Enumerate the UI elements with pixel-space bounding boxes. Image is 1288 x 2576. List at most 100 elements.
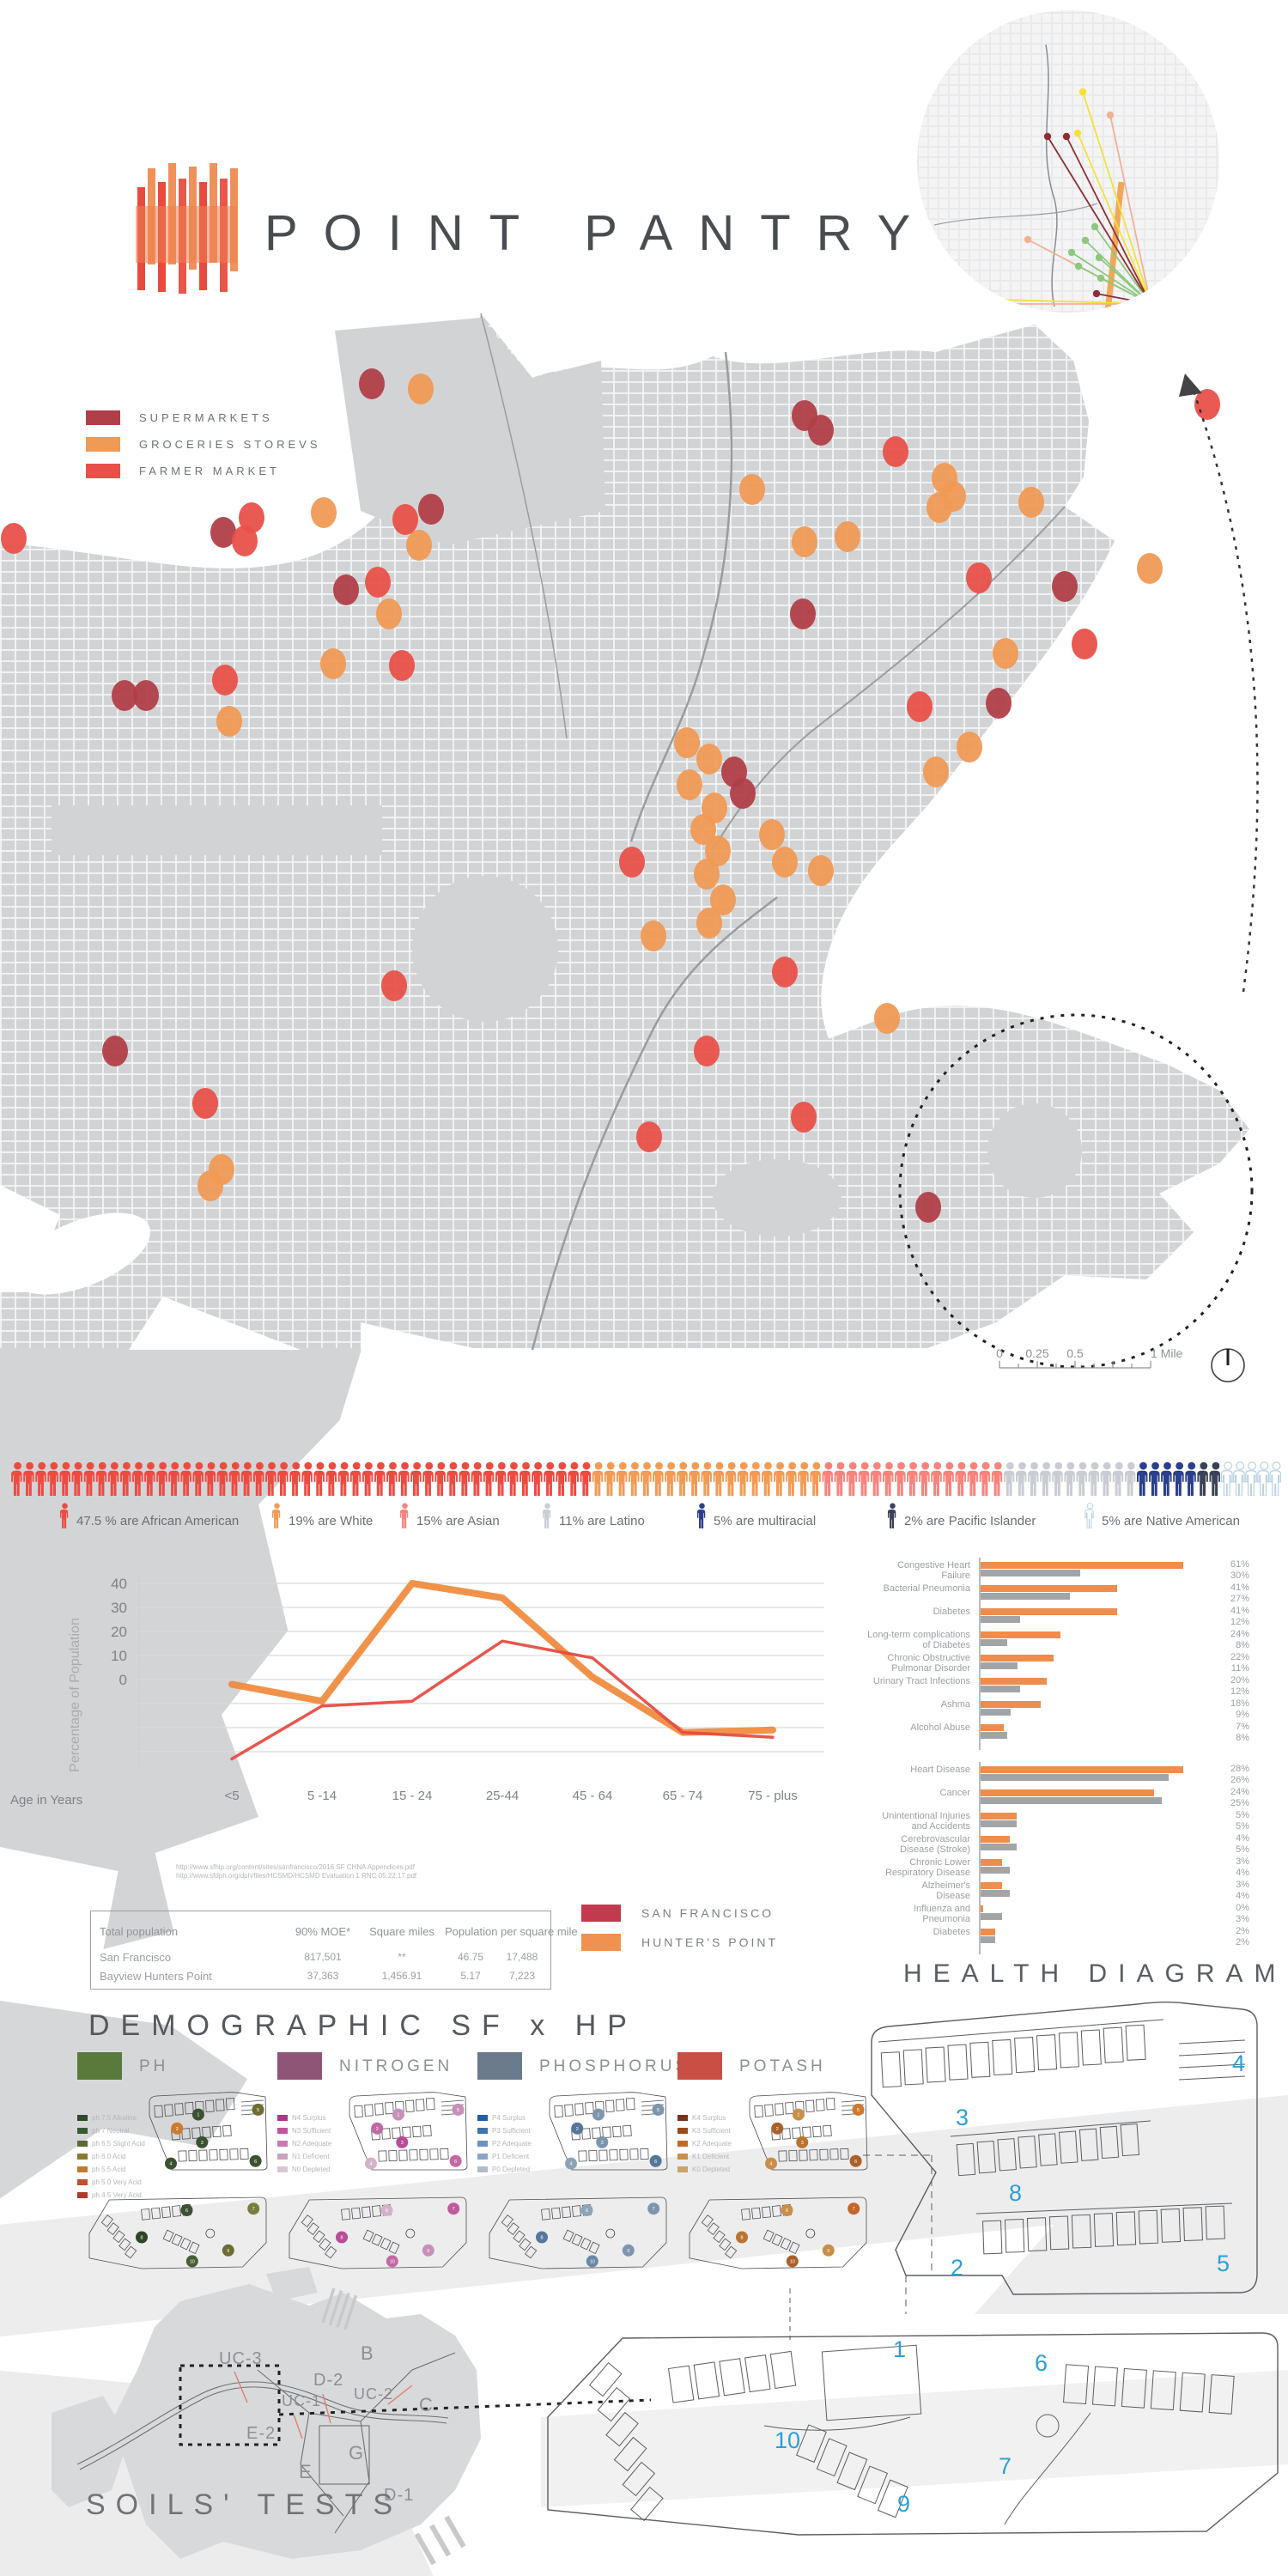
svg-text:9: 9 (827, 2249, 829, 2254)
soil-legend-item: P2 Adequate (477, 2140, 532, 2148)
health-pct-sf: 3% (1236, 1914, 1249, 1924)
person-icon (1003, 1461, 1015, 1496)
zone-label: E (299, 2461, 313, 2482)
person-icon (810, 1461, 821, 1496)
svg-text:65 - 74: 65 - 74 (663, 1789, 703, 1803)
soil-legend-item: P1 Deficient (477, 2153, 532, 2160)
health-pct-hp: 5% (1236, 1810, 1249, 1820)
soil-legend-item: N4 Surplus (277, 2114, 331, 2122)
health-bar-sf (981, 1732, 1007, 1739)
health-pct-sf: 12% (1230, 1686, 1249, 1697)
person-icon (180, 1461, 191, 1496)
person-icon (277, 1461, 289, 1496)
person-icon (1088, 1461, 1100, 1496)
health-bar-sf (981, 1913, 1002, 1920)
demographic-label: 11% are Latino (542, 1503, 645, 1528)
svg-text:3: 3 (401, 2141, 404, 2146)
person-icon (313, 1461, 325, 1496)
person-icon (628, 1461, 640, 1496)
soil-mini-maps: 1 2 3 4 5 6 6 7 8 9 10 (289, 2092, 468, 2269)
person-icon (542, 1503, 551, 1528)
person-icon (798, 1461, 809, 1496)
person-icon (204, 1461, 216, 1496)
health-bar-sf (981, 1570, 1080, 1577)
demographic-label-text: 47.5 % are African American (76, 1514, 240, 1528)
health-row-label: Congestive Heart Failure (897, 1560, 970, 1581)
person-icon (23, 1461, 34, 1496)
svg-text:40: 40 (111, 1576, 127, 1592)
soil-chip-icon (677, 2141, 688, 2147)
health-pct-sf: 12% (1230, 1617, 1249, 1627)
demographic-label: 5% are Native American (1084, 1503, 1240, 1528)
svg-text:10: 10 (390, 2259, 395, 2264)
soil-section-title: NITROGEN (339, 2057, 453, 2075)
svg-text:6: 6 (786, 2208, 788, 2214)
person-icon (979, 1461, 991, 1496)
soil-legend-item: P3 Sufficient (477, 2127, 532, 2135)
age-chart-legend-item: SAN FRANCISCO (581, 1905, 778, 1922)
health-title: HEALTH DIAGRAM (903, 1959, 1287, 1988)
person-icon (641, 1461, 652, 1496)
person-icon (47, 1461, 58, 1496)
health-bar-sf (981, 1890, 1010, 1897)
person-icon (689, 1461, 700, 1496)
health-bar-hp (981, 1655, 1054, 1662)
soil-swatch-icon (677, 2052, 722, 2080)
person-icon (858, 1461, 870, 1496)
plan-number: 7 (999, 2453, 1012, 2479)
soil-chip-icon (277, 2154, 288, 2160)
health-bar-hp (981, 1836, 1010, 1843)
soil-chip-icon (77, 2192, 88, 2198)
soil-chip-icon (277, 2115, 288, 2121)
soil-section: POTASH K4 Surplus K3 Sufficient K2 Adequate… (677, 2052, 875, 2275)
soil-legend-label: ph 7 Neutral (92, 2127, 130, 2135)
soil-chip-icon (277, 2141, 288, 2147)
health-row-label: Long-term complications of Diabetes (867, 1630, 970, 1650)
person-icon (1173, 1461, 1184, 1496)
health-row-label: Alcohol Abuse (910, 1722, 970, 1733)
health-bar-sf (981, 1797, 1162, 1804)
zone-label: D-2 (313, 2371, 343, 2390)
person-icon (887, 1503, 896, 1528)
person-icon (374, 1461, 386, 1496)
health-pct-hp: 18% (1230, 1698, 1249, 1709)
health-pct-sf: 2% (1236, 1937, 1249, 1947)
health-pct-hp: 3% (1236, 1856, 1249, 1867)
person-icon (59, 1503, 69, 1528)
soil-section: NITROGEN N4 Surplus N3 Sufficient N2 Adequa… (277, 2052, 475, 2275)
health-bar-hp (981, 1701, 1041, 1708)
zone-label: E-2 (246, 2424, 276, 2443)
svg-text:10: 10 (590, 2259, 595, 2264)
soil-legend-item: N3 Sufficient (277, 2127, 331, 2135)
person-icon (132, 1461, 143, 1496)
plan-number: 1 (893, 2336, 906, 2362)
health-bar-sf (981, 1639, 1007, 1646)
person-icon (943, 1461, 954, 1496)
soil-chip-icon (477, 2141, 488, 2147)
person-icon (228, 1461, 240, 1496)
table-cell: 46.75 (457, 1951, 484, 1963)
soil-legend-item: P0 Depleted (477, 2166, 532, 2173)
svg-text:6: 6 (586, 2208, 588, 2214)
svg-text:1: 1 (597, 2113, 599, 2118)
svg-text:3: 3 (801, 2141, 804, 2146)
person-icon (325, 1461, 337, 1496)
soil-swatch-icon (77, 2052, 122, 2080)
plan-number: 6 (1035, 2350, 1048, 2376)
person-icon (144, 1461, 155, 1496)
soil-legend-item: K0 Depleted (677, 2166, 732, 2173)
demographic-label: 47.5 % are African American (59, 1503, 239, 1528)
person-icon (967, 1461, 979, 1496)
soil-section-title: PHOSPHORUS (539, 2057, 690, 2075)
svg-text:1: 1 (197, 2113, 199, 2118)
person-icon (1112, 1461, 1124, 1496)
person-icon (168, 1461, 179, 1496)
health-row-label: Cerebrovascular Disease (Stroke) (900, 1834, 970, 1855)
soil-legend-label: P4 Surplus (492, 2114, 526, 2122)
svg-text:0.5: 0.5 (1066, 1346, 1084, 1360)
person-icon (1220, 1461, 1233, 1496)
demographic-strip (10, 1460, 1281, 1496)
health-pct-sf: 5% (1236, 1821, 1249, 1832)
health-bar-hp (981, 1678, 1047, 1685)
city-map (0, 313, 1259, 1369)
